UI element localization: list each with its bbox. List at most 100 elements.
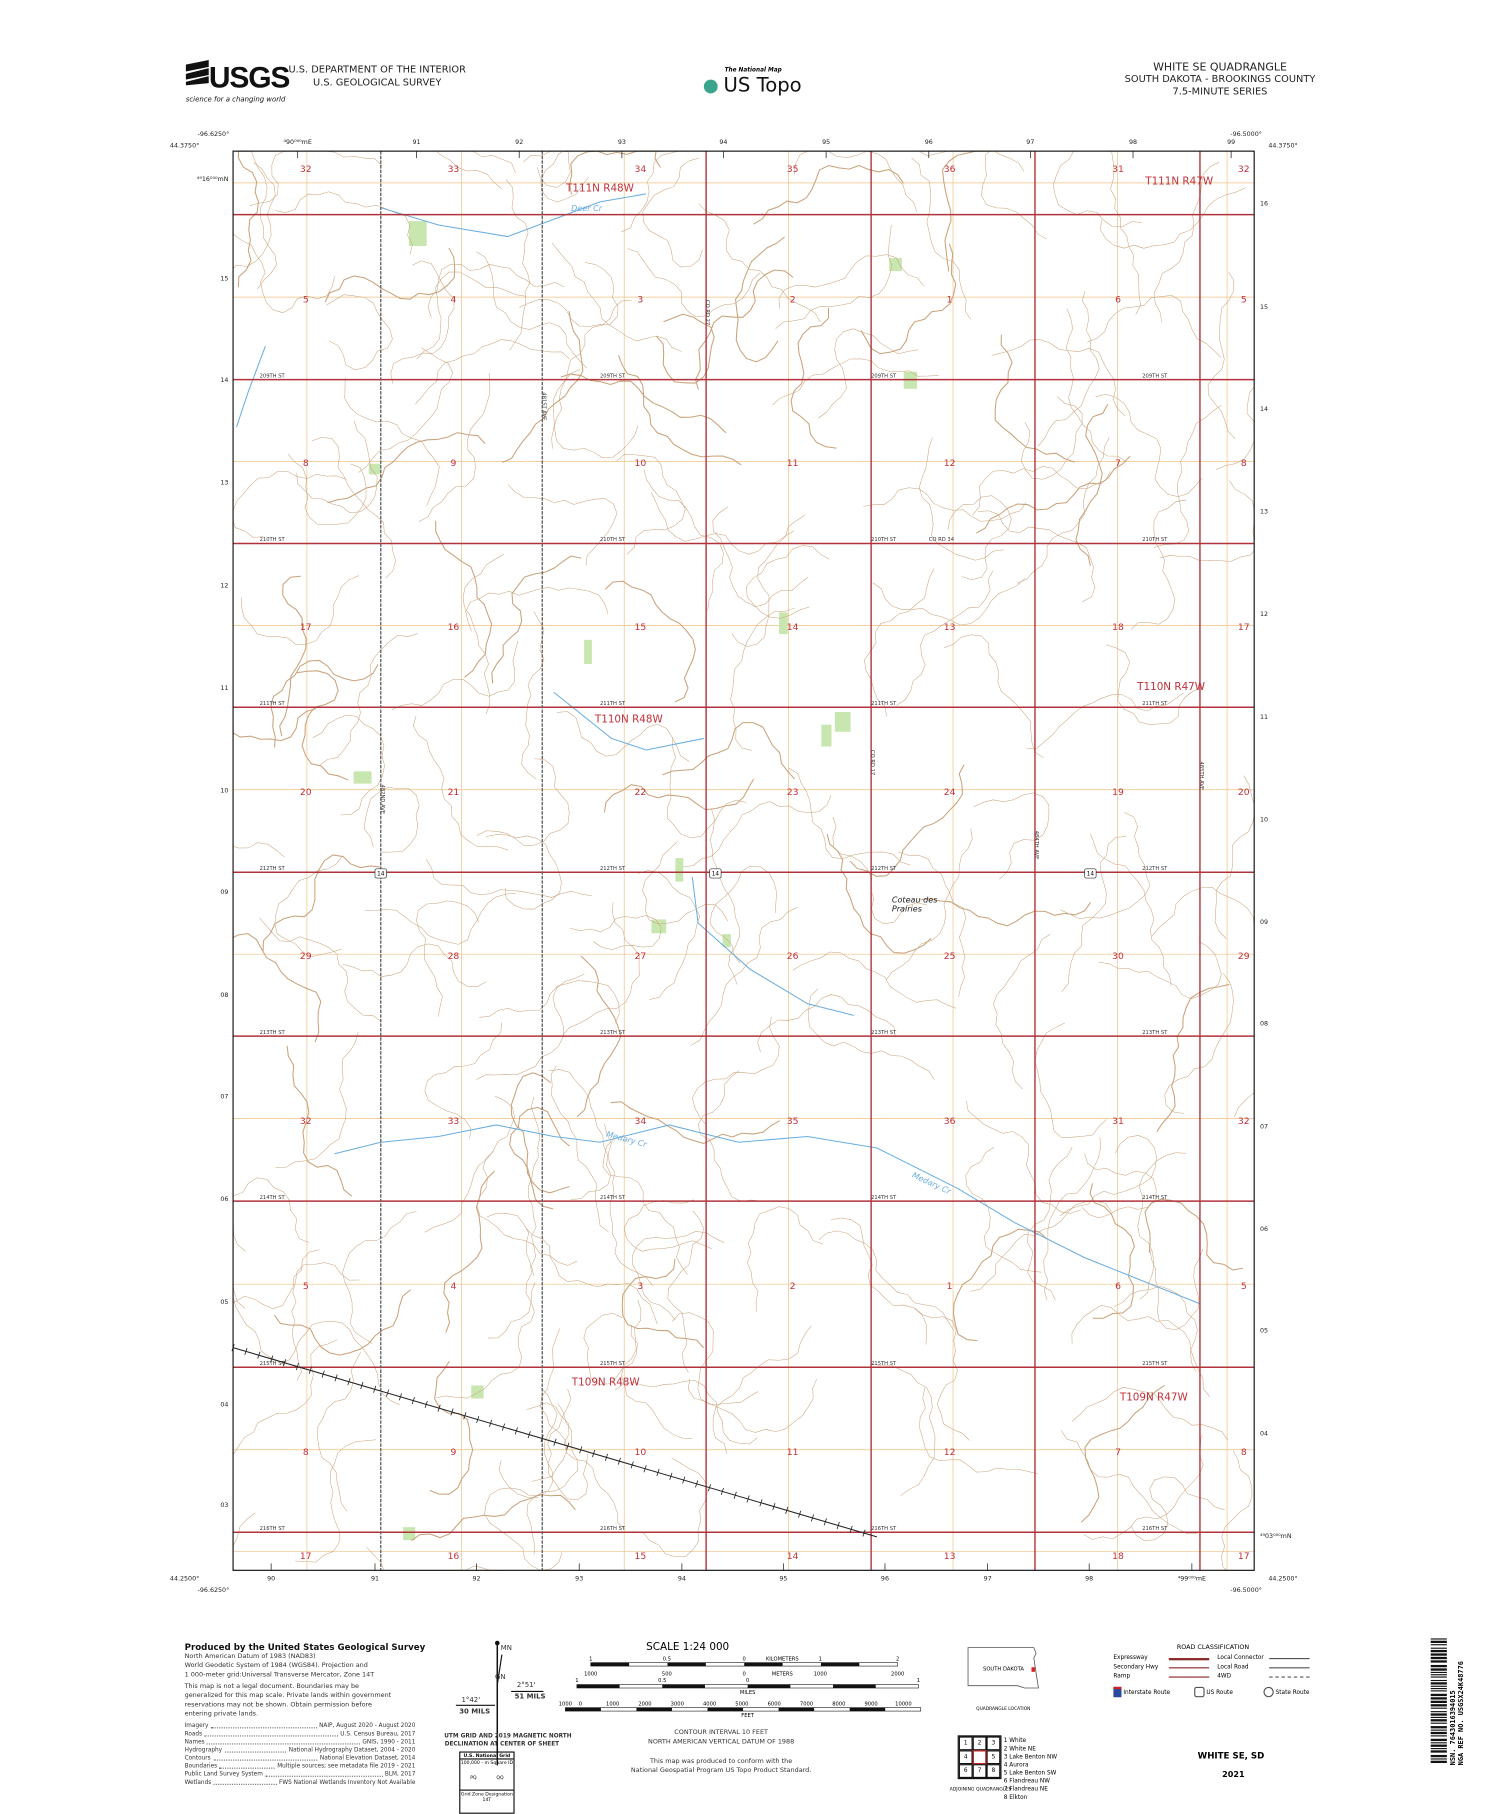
section-number: 5 [303,294,309,305]
railroad-tie [540,1434,544,1443]
road-class-label: Ramp [1113,1673,1131,1680]
collar-label: 03 [220,1502,228,1509]
scale-tick: 1000 [814,1671,827,1677]
contour [943,634,1044,759]
contour [521,611,545,780]
us-route-shield-icon [1194,1686,1205,1698]
contour [831,1217,927,1345]
contour [505,179,531,351]
railroad-tie [798,1510,802,1518]
source-name: Wetlands [184,1779,212,1787]
scale-unit: MILES [740,1690,755,1696]
current-quad-cell [972,1750,987,1765]
street-label: 213TH ST [1142,1030,1168,1036]
contour [280,1320,400,1406]
scale-tick: 10000 [895,1701,912,1707]
barcode-bar [1430,1640,1447,1644]
map-series: 7.5-MINUTE SERIES [1172,86,1268,99]
street-label: 210TH ST [600,537,626,543]
section-number: 3 [637,1281,643,1292]
us-topo-wordmark: US Topo [723,74,802,98]
barcode-bar [1430,1664,1447,1667]
street-label: 213TH ST [260,1030,286,1036]
collar-label: 93 [618,139,626,146]
contour [562,902,640,1036]
scale-tick: 4000 [703,1701,716,1707]
road-class-label: Expressway [1113,1654,1148,1662]
contour [808,988,935,1080]
railroad-tie [579,1446,583,1454]
contour [425,859,592,898]
street-label: 214TH ST [260,1195,286,1201]
collar-label: 91 [371,1576,379,1583]
township-label: T109N R48W [571,1377,640,1389]
barcode-bar [1430,1731,1447,1735]
collar-label: 07 [1260,1123,1268,1130]
barcode-bar [1430,1671,1447,1674]
collar-label: ⁴⁹03⁰⁰⁰mN [1260,1533,1292,1540]
route-label: State Route [1275,1689,1310,1697]
declination-diagram [455,1640,544,1766]
stream [553,691,704,751]
section-number: 12 [944,458,956,469]
barcode-bar [1430,1688,1447,1690]
road-label: 485TH AVE [1198,762,1204,791]
section-number: 1 [947,294,953,305]
collar-label: -96.5000° [1230,1586,1262,1594]
usng-right: QQ [496,1774,504,1781]
contour [1081,1153,1157,1219]
vegetation-patch [821,724,832,747]
contour [391,640,519,710]
contour [667,737,747,839]
railroad-tie [270,1355,274,1363]
text-line: 6 Flandreau NW [1003,1778,1050,1785]
barcode-bar [1430,1697,1447,1700]
scale-tick: 1000 [584,1671,597,1677]
township-label: T109N R47W [1119,1392,1188,1404]
contour [965,1146,1042,1273]
contour [914,1307,970,1441]
section-number: 22 [634,787,646,798]
scale-tick: 0 [579,1701,582,1707]
contour [553,369,639,458]
contour [525,1227,658,1324]
street-label: 213TH ST [600,1030,626,1036]
vegetation-patch [779,612,788,635]
barcode-bar [1430,1723,1447,1725]
street-label: 210TH ST [260,537,286,543]
contour [487,1212,532,1339]
source-value: Multiple sources; see metadata file 2019… [277,1763,416,1770]
section-number: 16 [448,1551,460,1562]
index-contour [976,455,1131,534]
road-label: 484TH AVE [1033,831,1039,860]
contour [632,1231,725,1320]
collar-label: 96 [881,1576,889,1583]
adjoining-cell: 4 [958,1750,973,1765]
railroad-tie [707,1484,712,1492]
road-class-swatch [1168,1676,1210,1678]
section-number: 12 [944,1447,956,1458]
section-number: 10 [634,458,646,469]
index-contour [790,307,837,449]
collar-label: 94 [678,1576,686,1583]
scale-tick: 1 [819,1656,822,1662]
section-number: 17 [1238,1551,1250,1562]
railroad [231,1344,878,1538]
contour [465,587,609,632]
contour [1130,499,1187,630]
collar-label: 13 [1260,508,1268,515]
section-number: 35 [787,1116,799,1127]
scale-unit: METERS [772,1671,793,1677]
quad-title: WHITE SE QUADRANGLE [1153,61,1287,74]
vertical-datum: NORTH AMERICAN VERTICAL DATUM OF 1988 [647,1738,795,1746]
quad-title-block: WHITE SE QUADRANGLE SOUTH DAKOTA - BROOK… [1125,61,1316,99]
railroad-tie [347,1378,351,1386]
declination-caption-2: DECLINATION AT CENTER OF SHEET [444,1741,560,1749]
contour [556,711,690,762]
contour [344,377,440,507]
stream [236,345,266,428]
contour [692,1017,780,1136]
contour [911,157,971,320]
section-number: 17 [300,622,312,633]
